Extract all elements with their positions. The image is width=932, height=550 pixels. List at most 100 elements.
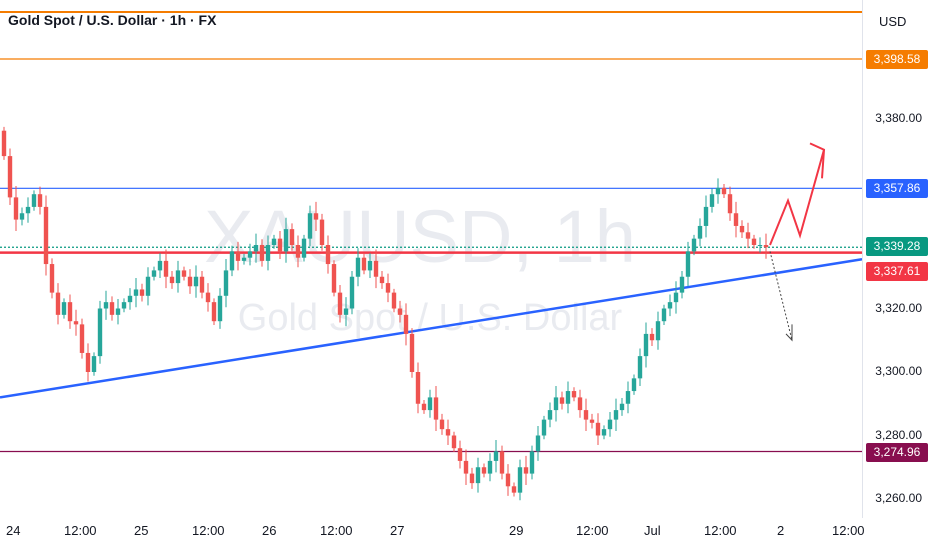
candle — [589, 413, 595, 429]
candle — [253, 233, 259, 263]
candle-body — [283, 229, 289, 252]
y-tick: 3,320.00 — [875, 301, 922, 315]
candle — [355, 248, 361, 287]
price-badge-last: 3,339.28 — [866, 237, 928, 256]
x-tick: 29 — [509, 523, 524, 538]
candle — [175, 260, 181, 293]
candle-body — [37, 194, 43, 207]
candle — [733, 201, 739, 238]
candle — [217, 288, 223, 329]
candle-body — [325, 245, 331, 265]
candle — [613, 398, 619, 432]
candle-body — [289, 229, 295, 245]
candle — [13, 185, 19, 232]
candle — [373, 249, 379, 289]
candle-body — [19, 213, 25, 220]
candle-body — [643, 333, 649, 357]
price-badge-orange: 3,398.58 — [866, 50, 928, 69]
candle-body — [337, 292, 343, 315]
candle-body — [313, 213, 319, 220]
price-badge-low: 3,274.96 — [866, 443, 928, 462]
x-tick: 12:00 — [704, 523, 737, 538]
x-tick: 25 — [134, 523, 149, 538]
candle — [463, 449, 469, 486]
candle-body — [133, 289, 139, 296]
candle-body — [511, 486, 517, 493]
candle — [283, 217, 289, 263]
candle — [529, 445, 535, 480]
candle-body — [307, 213, 313, 239]
candle — [319, 213, 325, 251]
candle-body — [193, 276, 199, 287]
candle-body — [361, 257, 367, 271]
candle — [679, 271, 685, 299]
candle — [391, 288, 397, 313]
candle-body — [169, 276, 175, 284]
candle — [619, 398, 625, 416]
candle-body — [451, 435, 457, 449]
candle-body — [733, 213, 739, 226]
candle-body — [691, 238, 697, 252]
candle — [493, 439, 499, 473]
candle — [565, 381, 571, 414]
candle — [145, 267, 151, 306]
candle — [43, 195, 49, 276]
candle — [73, 309, 79, 336]
candle — [349, 271, 355, 315]
candle — [1, 126, 7, 160]
candle-body — [61, 302, 67, 315]
candle-body — [745, 232, 751, 239]
candle — [91, 352, 97, 376]
candle — [715, 178, 721, 204]
bullish-arrow-head — [809, 142, 826, 179]
candle — [727, 186, 733, 221]
candle-body — [409, 333, 415, 372]
candle-body — [355, 257, 361, 277]
candle — [301, 234, 307, 262]
candle-body — [253, 245, 259, 252]
candle-body — [703, 206, 709, 226]
candle — [517, 459, 523, 501]
candle — [415, 362, 421, 414]
candle — [457, 440, 463, 469]
candle — [475, 457, 481, 493]
candle — [751, 234, 757, 249]
x-tick: Jul — [644, 523, 661, 538]
candle — [505, 464, 511, 496]
candle-body — [235, 251, 241, 261]
candle — [637, 348, 643, 386]
y-tick: 3,260.00 — [875, 491, 922, 505]
currency-label[interactable]: USD — [879, 14, 907, 29]
drawings — [769, 142, 826, 342]
price-axis-separator — [862, 0, 863, 518]
candle — [97, 300, 103, 364]
candle-body — [493, 451, 499, 461]
price-badge-support: 3,337.61 — [866, 262, 928, 281]
candle-body — [679, 276, 685, 293]
candle — [403, 303, 409, 346]
candle-body — [547, 410, 553, 420]
candle-body — [121, 302, 127, 309]
candle — [595, 413, 601, 446]
candle-body — [205, 292, 211, 303]
candle — [655, 311, 661, 350]
candle-body — [31, 194, 37, 207]
candle-body — [241, 257, 247, 261]
candle — [331, 260, 337, 297]
candle — [151, 266, 157, 281]
candle — [667, 294, 673, 317]
candle — [481, 463, 487, 478]
candle — [487, 453, 493, 482]
candle — [397, 300, 403, 323]
candle-body — [79, 324, 85, 353]
candle-body — [625, 391, 631, 404]
candle-body — [529, 451, 535, 474]
candle-body — [379, 276, 385, 284]
x-tick: 12:00 — [576, 523, 609, 538]
candle — [421, 399, 427, 414]
candle — [499, 445, 505, 480]
candle — [745, 222, 751, 249]
watermark-name: Gold Spot / U.S. Dollar — [238, 297, 623, 339]
candle — [289, 223, 295, 251]
